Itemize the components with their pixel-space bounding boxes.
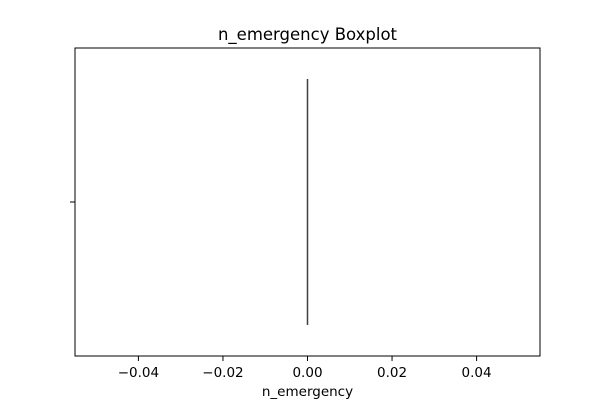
chart-title: n_emergency Boxplot	[218, 25, 398, 45]
x-tick-label: 0.04	[462, 365, 492, 381]
x-tick-label: 0.02	[377, 365, 407, 381]
x-axis-label: n_emergency	[262, 384, 353, 400]
x-axis-ticks: −0.04 −0.02 0.00 0.02 0.04	[118, 356, 492, 381]
x-tick-label: 0.00	[292, 365, 322, 381]
x-tick-label: −0.02	[202, 365, 243, 381]
x-tick-label: −0.04	[118, 365, 159, 381]
